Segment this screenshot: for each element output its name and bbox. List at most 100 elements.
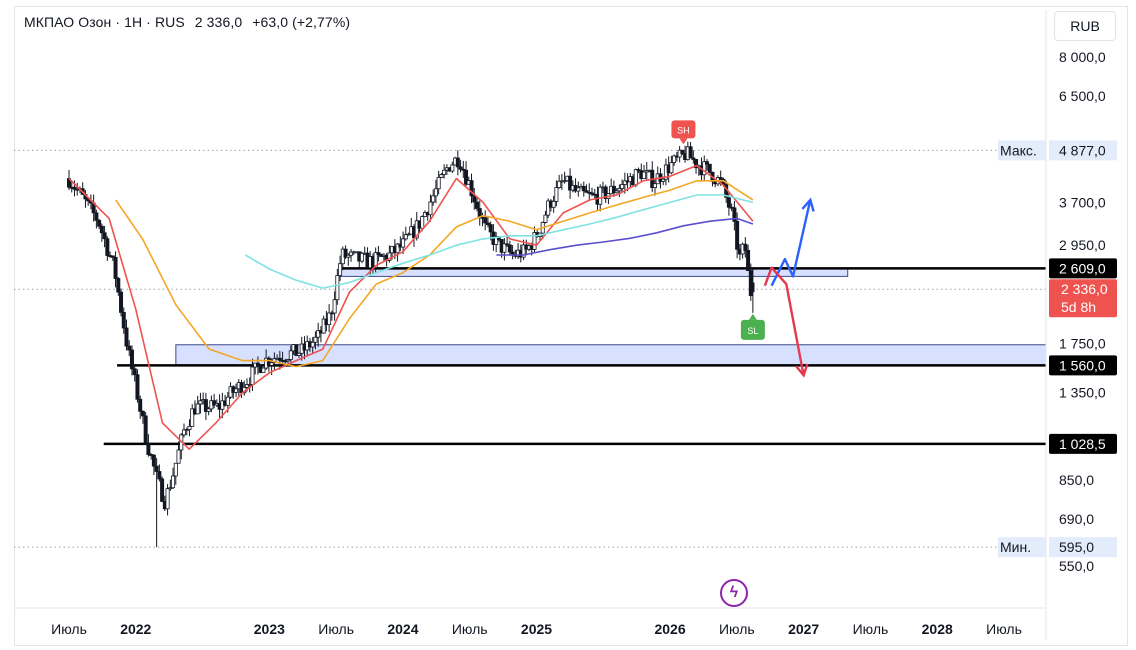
candle-body [140,410,145,417]
candle-body [705,161,710,165]
candle-body [198,400,203,405]
x-tick-label: Июль [853,621,889,637]
candle-body [661,178,666,182]
candle-body [395,243,400,254]
projection-arrowhead [801,197,815,212]
y-tick-label: 850,0 [1059,472,1094,488]
candle-body [146,442,151,455]
candle-body [505,243,510,246]
candle-body [72,186,77,190]
candle-body [332,299,337,314]
candle-body [652,183,657,188]
candle-body [176,449,181,464]
candle-body [94,212,99,221]
projection-arrow [763,266,805,376]
level-tag-label: Макс. [1000,142,1037,158]
candle-body [132,368,137,376]
candle-body [346,254,351,258]
moving-average-line [68,164,754,450]
candle-body [310,341,315,348]
candle-body [584,190,589,193]
y-tick-label: 1 750,0 [1059,336,1106,352]
candle-body [622,180,627,185]
candle-body [376,252,381,255]
candle-body [359,252,364,262]
candle-body [735,220,740,250]
candle-body [546,200,551,216]
candle-body [105,238,110,256]
candle-body [182,429,187,436]
level-price-tag [1049,140,1117,161]
level-price-tag [1049,433,1117,454]
candle-body [127,345,132,351]
candle-body [288,350,293,360]
level-price-tag [1049,355,1117,376]
candle-body [543,214,548,223]
lightning-icon[interactable]: ϟ [720,579,748,607]
level-tag-label: Мин. [1000,539,1031,555]
candle-body [316,330,321,338]
candle-body [751,282,755,293]
candle-body [157,471,162,480]
y-tick-label: 6 500,0 [1059,88,1106,104]
candle-body [190,408,195,427]
candle-body [672,155,677,163]
level-price-label: 595,0 [1059,539,1094,555]
candle-body [401,238,406,248]
projection-arrowhead [795,363,809,378]
candle-body [436,177,441,190]
candle-body [102,232,107,240]
y-tick-label: 690,0 [1059,511,1094,527]
candle-body [494,236,499,245]
candle-body [294,344,299,356]
candle-body [327,312,332,326]
y-tick-label: 3 700,0 [1059,194,1106,210]
candle-body [119,291,124,313]
candle-body [636,169,641,172]
candle-body [617,188,622,192]
candle-body [485,222,490,225]
level-price-tag [1049,258,1117,279]
x-tick-label: 2023 [254,621,285,637]
x-tick-label: 2022 [120,621,151,637]
current-price-tag [1049,279,1117,318]
candle-body [620,184,625,189]
candle-body [343,248,348,258]
candle-body [261,367,266,373]
level-price-label: 1 560,0 [1059,357,1106,373]
candle-body [702,161,707,176]
candle-body [97,220,102,227]
candle-body [286,359,291,362]
current-price-label: 2 336,0 [1061,281,1108,297]
candle-body [568,175,573,191]
chart-frame [14,6,1128,646]
candle-body [121,311,126,329]
candles [67,141,755,548]
level-price-label: 2 609,0 [1059,260,1106,276]
level-price-label: 4 877,0 [1059,142,1106,158]
candle-body [642,171,647,179]
y-tick-label: 2 950,0 [1059,237,1106,253]
x-tick-label: 2026 [654,621,685,637]
candle-body [154,465,159,472]
candle-body [680,149,685,154]
candle-body [403,234,408,240]
symbol-title[interactable]: МКПАО Озон · 1H · RUS [24,14,185,30]
moving-average-line [115,180,754,368]
candle-body [614,190,619,194]
candle-body [598,186,603,205]
candle-body [464,169,469,185]
currency-button[interactable]: RUB [1054,11,1116,41]
level-price-tag [1049,537,1117,558]
marker-pointer [748,313,757,320]
candle-body [212,400,217,406]
y-tick-label: 550,0 [1059,558,1094,574]
marker-sl [740,319,765,340]
candle-body [688,146,693,159]
last-price: 2 336,0 [194,14,243,30]
bar-countdown-label: 5d 8h [1061,299,1096,315]
plot-area: SH SL [14,120,1046,548]
marker-label: SH [677,125,690,135]
candle-body [743,243,748,251]
